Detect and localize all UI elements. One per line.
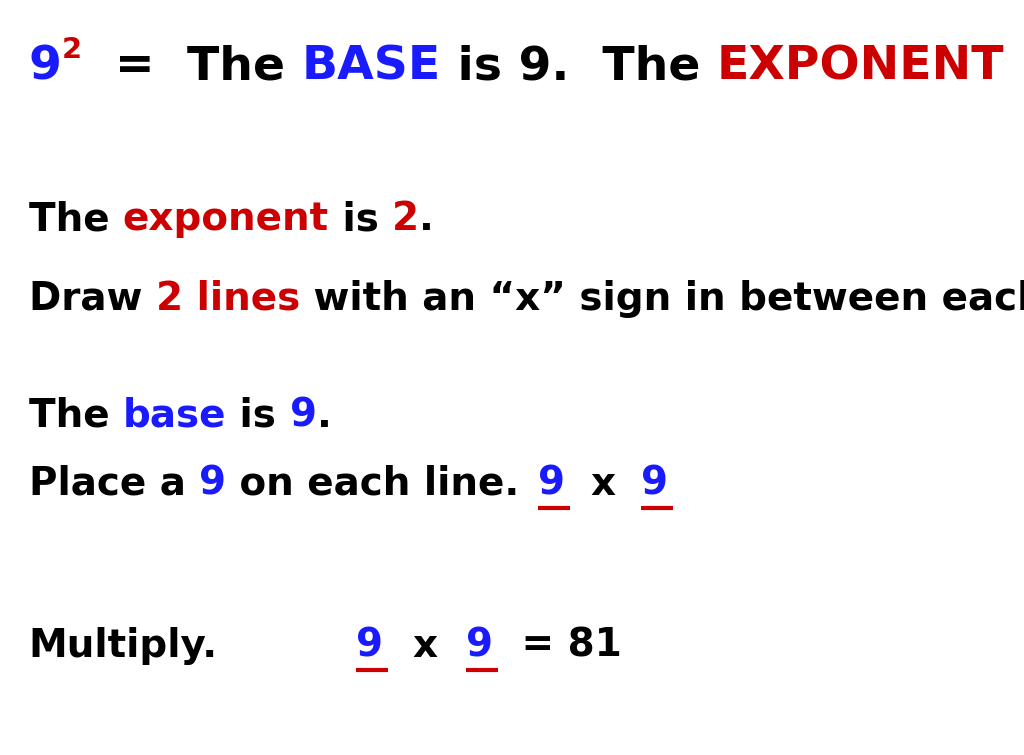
Text: 2: 2: [61, 36, 82, 64]
Text: 2: 2: [392, 200, 420, 239]
Text: The: The: [29, 396, 123, 435]
Text: BASE: BASE: [302, 45, 441, 89]
Text: =: =: [82, 45, 187, 89]
Text: 9: 9: [538, 464, 564, 503]
Text: EXPONENT: EXPONENT: [717, 45, 1005, 89]
Text: is: is: [1005, 45, 1024, 89]
Text: is: is: [226, 396, 290, 435]
Text: = 81: = 81: [508, 627, 622, 665]
Text: 9: 9: [290, 396, 316, 435]
Text: x: x: [412, 627, 437, 665]
Text: The: The: [29, 200, 123, 239]
Text: with an “x” sign in between each line: with an “x” sign in between each line: [300, 279, 1024, 318]
Text: 9: 9: [356, 627, 383, 665]
Text: Draw: Draw: [29, 279, 156, 318]
Text: x: x: [590, 464, 615, 503]
Text: on each line.: on each line.: [226, 464, 519, 503]
Text: base: base: [123, 396, 226, 435]
Text: The: The: [187, 45, 302, 89]
Text: is 9.  The: is 9. The: [441, 45, 717, 89]
Text: 9: 9: [466, 627, 493, 665]
Text: 9: 9: [29, 45, 61, 89]
Text: is: is: [329, 200, 392, 239]
Text: 9: 9: [199, 464, 226, 503]
Text: 2 lines: 2 lines: [156, 279, 300, 318]
Text: Multiply.: Multiply.: [29, 627, 218, 665]
Text: Place a: Place a: [29, 464, 199, 503]
Text: .: .: [316, 396, 332, 435]
Text: .: .: [420, 200, 434, 239]
Text: exponent: exponent: [123, 200, 329, 239]
Text: 9: 9: [641, 464, 668, 503]
